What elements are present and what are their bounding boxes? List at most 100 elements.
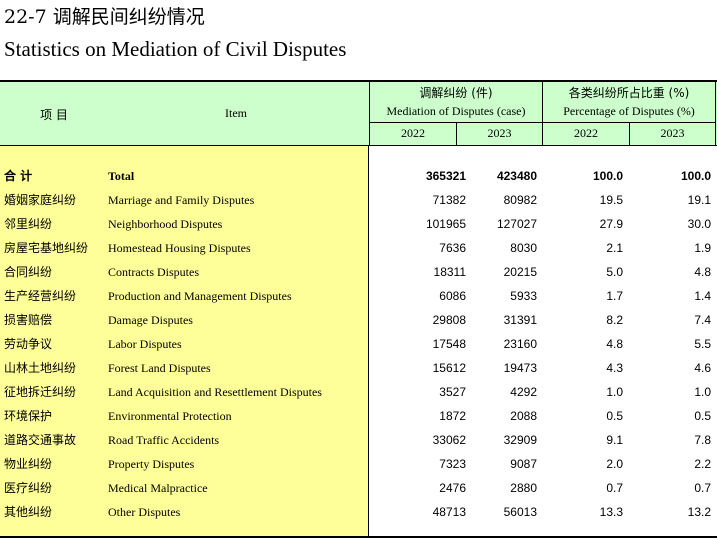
header-year-2022-cases: 2022: [401, 126, 425, 140]
row-label-cn: 房屋宅基地纠纷: [4, 241, 89, 255]
table-row: 道路交通事故 Road Traffic Accidents 33062 32909 9.…: [0, 428, 717, 452]
cases-2023: 23160: [503, 337, 537, 351]
percent-2023: 1.4: [694, 289, 711, 303]
cases-2023: 5933: [510, 289, 537, 303]
row-label-cn: 其他纠纷: [4, 505, 53, 519]
header-group2-en: Percentage of Disputes (%): [563, 104, 695, 118]
percent-2022: 9.1: [606, 433, 623, 447]
table-row: 邻里纠纷 Neighborhood Disputes 101965 127027 27.…: [0, 212, 717, 236]
column-divider: [368, 146, 369, 537]
table-body: 合 计 Total 365321 423480 100.0 100.0 婚姻家庭纠纷 Marr…: [0, 146, 717, 537]
cases-2023: 127027: [496, 217, 537, 231]
cases-2022: 15612: [432, 361, 466, 375]
table-row: 合 计 Total 365321 423480 100.0 100.0: [0, 164, 717, 188]
percent-2022: 1.7: [606, 289, 623, 303]
header-item-en: Item: [225, 106, 247, 120]
percent-2023: 19.1: [687, 193, 711, 207]
table-row: 生产经营纠纷 Production and Management Disputes…: [0, 284, 717, 308]
percent-2022: 4.3: [606, 361, 623, 375]
header-divider: [369, 82, 370, 145]
cases-2022: 29808: [432, 313, 466, 327]
cases-2022: 71382: [432, 193, 466, 207]
percent-2022: 19.5: [599, 193, 623, 207]
table-bottom-rule: [0, 536, 717, 538]
percent-2023: 7.8: [694, 433, 711, 447]
table-row: 物业纠纷 Property Disputes 7323 9087 2.0 2.2: [0, 452, 717, 476]
cases-2023: 4292: [510, 385, 537, 399]
cases-2022: 1872: [439, 409, 466, 423]
percent-2022: 2.0: [606, 457, 623, 471]
cases-2022: 3527: [439, 385, 466, 399]
percent-2023: 13.2: [687, 505, 711, 519]
table-row: 医疗纠纷 Medical Malpractice 2476 2880 0.7 0.7: [0, 476, 717, 500]
row-label-cn: 生产经营纠纷: [4, 289, 77, 303]
row-label-en: Labor Disputes: [108, 337, 182, 351]
percent-2022: 4.8: [606, 337, 623, 351]
row-label-en: Contracts Disputes: [108, 265, 199, 279]
percent-2023: 0.7: [694, 481, 711, 495]
header-group2-cn: 各类纠纷所占比重 (%): [568, 86, 690, 100]
cases-2022: 33062: [432, 433, 466, 447]
row-label-en: Neighborhood Disputes: [108, 217, 223, 231]
header-divider: [542, 82, 543, 145]
percent-2023: 1.9: [694, 241, 711, 255]
row-label-cn: 征地拆迁纠纷: [4, 385, 77, 399]
row-label-cn: 合 计: [4, 169, 33, 183]
percent-2022: 5.0: [606, 265, 623, 279]
percent-2022: 100.0: [592, 169, 623, 183]
row-label-en: Forest Land Disputes: [108, 361, 211, 375]
table-row: 房屋宅基地纠纷 Homestead Housing Disputes 7636 803…: [0, 236, 717, 260]
cases-2022: 17548: [432, 337, 466, 351]
row-label-en: Medical Malpractice: [108, 481, 208, 495]
percent-2023: 1.0: [694, 385, 711, 399]
header-year-2023-cases: 2023: [487, 126, 512, 140]
row-label-cn: 合同纠纷: [4, 265, 53, 279]
cases-2022: 48713: [432, 505, 466, 519]
cases-2022: 2476: [439, 481, 466, 495]
percent-2022: 8.2: [606, 313, 623, 327]
row-label-en: Total: [108, 169, 135, 183]
percent-2023: 30.0: [687, 217, 711, 231]
row-label-en: Property Disputes: [108, 457, 195, 471]
cases-2023: 19473: [503, 361, 537, 375]
cases-2022: 365321: [425, 169, 466, 183]
header-divider: [629, 122, 630, 145]
cases-2023: 8030: [510, 241, 537, 255]
row-label-en: Production and Management Disputes: [108, 289, 292, 303]
row-label-en: Land Acquisition and Resettlement Disput…: [108, 385, 322, 399]
percent-2023: 7.4: [694, 313, 711, 327]
percent-2023: 2.2: [694, 457, 711, 471]
row-label-en: Homestead Housing Disputes: [108, 241, 251, 255]
row-label-cn: 婚姻家庭纠纷: [4, 193, 77, 207]
table-row: 劳动争议 Labor Disputes 17548 23160 4.8 5.5: [0, 332, 717, 356]
cases-2023: 423480: [496, 169, 537, 183]
cases-2022: 101965: [425, 217, 466, 231]
cases-2023: 56013: [503, 505, 537, 519]
row-label-cn: 医疗纠纷: [4, 481, 53, 495]
item-column-background: [0, 146, 368, 537]
row-label-cn: 损害赔偿: [4, 313, 53, 327]
row-label-en: Environmental Protection: [108, 409, 232, 423]
header-year-2022-percent: 2022: [574, 126, 598, 140]
table-header: 项 目 Item 调解纠纷 (件) Mediation of Disputes …: [0, 80, 717, 146]
percent-2023: 0.5: [694, 409, 711, 423]
page-title-en: Statistics on Mediation of Civil Dispute…: [4, 37, 347, 61]
header-divider: [456, 122, 457, 145]
cases-2023: 80982: [503, 193, 537, 207]
cases-2023: 2088: [510, 409, 537, 423]
percent-2022: 2.1: [606, 241, 623, 255]
row-label-en: Damage Disputes: [108, 313, 193, 327]
header-group1-cn: 调解纠纷 (件): [419, 86, 493, 100]
percent-2022: 0.7: [606, 481, 623, 495]
table-row: 损害赔偿 Damage Disputes 29808 31391 8.2 7.4: [0, 308, 717, 332]
table-rows: 合 计 Total 365321 423480 100.0 100.0 婚姻家庭纠纷 Marr…: [0, 164, 717, 524]
cases-2023: 32909: [503, 433, 537, 447]
cases-2023: 20215: [503, 265, 537, 279]
cases-2023: 9087: [510, 457, 537, 471]
row-label-en: Road Traffic Accidents: [108, 433, 220, 447]
table-row: 婚姻家庭纠纷 Marriage and Family Disputes 71382 8…: [0, 188, 717, 212]
row-label-en: Marriage and Family Disputes: [108, 193, 255, 207]
header-item-cn: 项 目: [40, 108, 68, 122]
cases-2022: 18311: [433, 265, 466, 279]
cases-2022: 7636: [439, 241, 466, 255]
